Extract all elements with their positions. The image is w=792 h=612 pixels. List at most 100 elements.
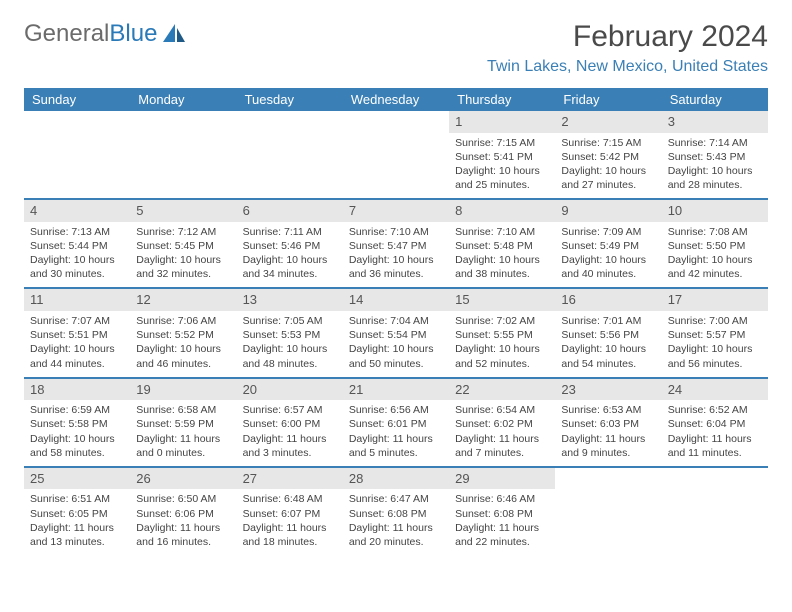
day-body: Sunrise: 7:00 AMSunset: 5:57 PMDaylight:… (662, 311, 768, 377)
day-number: 11 (24, 289, 130, 311)
day-info-line: Sunrise: 7:00 AM (668, 314, 762, 328)
day-number: 3 (662, 111, 768, 133)
day-number: 26 (130, 468, 236, 490)
day-body: Sunrise: 6:57 AMSunset: 6:00 PMDaylight:… (237, 400, 343, 466)
calendar-day-cell: 28Sunrise: 6:47 AMSunset: 6:08 PMDayligh… (343, 467, 449, 555)
day-info-line: Sunrise: 6:58 AM (136, 403, 230, 417)
calendar-day-cell: 12Sunrise: 7:06 AMSunset: 5:52 PMDayligh… (130, 288, 236, 377)
day-body: Sunrise: 6:52 AMSunset: 6:04 PMDaylight:… (662, 400, 768, 466)
day-number: 28 (343, 468, 449, 490)
calendar-day-cell: 23Sunrise: 6:53 AMSunset: 6:03 PMDayligh… (555, 378, 661, 467)
location-label: Twin Lakes, New Mexico, United States (487, 58, 768, 76)
day-info-line: Sunrise: 7:09 AM (561, 225, 655, 239)
day-number: 6 (237, 200, 343, 222)
day-info-line: Sunset: 5:59 PM (136, 417, 230, 431)
day-body: Sunrise: 7:13 AMSunset: 5:44 PMDaylight:… (24, 222, 130, 288)
day-number: 15 (449, 289, 555, 311)
day-number: 12 (130, 289, 236, 311)
day-info-line: Sunset: 5:56 PM (561, 328, 655, 342)
day-info-line: Sunrise: 6:47 AM (349, 492, 443, 506)
day-number: 2 (555, 111, 661, 133)
calendar-day-cell: 17Sunrise: 7:00 AMSunset: 5:57 PMDayligh… (662, 288, 768, 377)
day-info-line: Sunrise: 7:10 AM (455, 225, 549, 239)
calendar-day-cell (24, 111, 130, 199)
day-number: 4 (24, 200, 130, 222)
weekday-header: Monday (130, 88, 236, 111)
day-number (237, 111, 343, 133)
day-number: 16 (555, 289, 661, 311)
calendar-day-cell (662, 467, 768, 555)
calendar-day-cell (343, 111, 449, 199)
calendar-day-cell: 22Sunrise: 6:54 AMSunset: 6:02 PMDayligh… (449, 378, 555, 467)
calendar-day-cell: 11Sunrise: 7:07 AMSunset: 5:51 PMDayligh… (24, 288, 130, 377)
day-body: Sunrise: 6:53 AMSunset: 6:03 PMDaylight:… (555, 400, 661, 466)
day-info-line: Sunset: 6:01 PM (349, 417, 443, 431)
calendar-day-cell: 26Sunrise: 6:50 AMSunset: 6:06 PMDayligh… (130, 467, 236, 555)
day-body: Sunrise: 7:15 AMSunset: 5:41 PMDaylight:… (449, 133, 555, 199)
day-body: Sunrise: 7:08 AMSunset: 5:50 PMDaylight:… (662, 222, 768, 288)
day-body: Sunrise: 6:50 AMSunset: 6:06 PMDaylight:… (130, 489, 236, 555)
day-number: 17 (662, 289, 768, 311)
day-info-line: Sunset: 5:45 PM (136, 239, 230, 253)
day-body: Sunrise: 6:48 AMSunset: 6:07 PMDaylight:… (237, 489, 343, 555)
day-info-line: Daylight: 10 hours and 42 minutes. (668, 253, 762, 281)
day-body: Sunrise: 6:59 AMSunset: 5:58 PMDaylight:… (24, 400, 130, 466)
day-body: Sunrise: 7:06 AMSunset: 5:52 PMDaylight:… (130, 311, 236, 377)
weekday-header: Wednesday (343, 88, 449, 111)
calendar-week-row: 18Sunrise: 6:59 AMSunset: 5:58 PMDayligh… (24, 378, 768, 467)
day-body: Sunrise: 6:51 AMSunset: 6:05 PMDaylight:… (24, 489, 130, 555)
calendar-day-cell: 15Sunrise: 7:02 AMSunset: 5:55 PMDayligh… (449, 288, 555, 377)
calendar-week-row: 11Sunrise: 7:07 AMSunset: 5:51 PMDayligh… (24, 288, 768, 377)
day-body: Sunrise: 6:56 AMSunset: 6:01 PMDaylight:… (343, 400, 449, 466)
day-number (130, 111, 236, 133)
day-info-line: Daylight: 10 hours and 25 minutes. (455, 164, 549, 192)
day-info-line: Sunrise: 6:48 AM (243, 492, 337, 506)
calendar-day-cell (130, 111, 236, 199)
day-number: 5 (130, 200, 236, 222)
day-info-line: Sunrise: 7:04 AM (349, 314, 443, 328)
title-block: February 2024 Twin Lakes, New Mexico, Un… (487, 20, 768, 76)
day-number: 25 (24, 468, 130, 490)
day-info-line: Daylight: 11 hours and 11 minutes. (668, 432, 762, 460)
day-info-line: Sunset: 5:42 PM (561, 150, 655, 164)
day-info-line: Daylight: 10 hours and 36 minutes. (349, 253, 443, 281)
day-info-line: Daylight: 11 hours and 5 minutes. (349, 432, 443, 460)
day-number: 21 (343, 379, 449, 401)
logo-text-blue: Blue (109, 20, 157, 48)
day-body: Sunrise: 6:54 AMSunset: 6:02 PMDaylight:… (449, 400, 555, 466)
day-body: Sunrise: 7:12 AMSunset: 5:45 PMDaylight:… (130, 222, 236, 288)
day-body: Sunrise: 7:01 AMSunset: 5:56 PMDaylight:… (555, 311, 661, 377)
day-info-line: Sunrise: 6:59 AM (30, 403, 124, 417)
day-info-line: Daylight: 10 hours and 44 minutes. (30, 342, 124, 370)
calendar-day-cell: 5Sunrise: 7:12 AMSunset: 5:45 PMDaylight… (130, 199, 236, 288)
day-body: Sunrise: 6:46 AMSunset: 6:08 PMDaylight:… (449, 489, 555, 555)
day-info-line: Daylight: 10 hours and 40 minutes. (561, 253, 655, 281)
day-info-line: Sunset: 5:41 PM (455, 150, 549, 164)
day-body (343, 133, 449, 195)
day-number: 18 (24, 379, 130, 401)
day-info-line: Daylight: 10 hours and 56 minutes. (668, 342, 762, 370)
day-info-line: Sunset: 6:02 PM (455, 417, 549, 431)
day-number: 24 (662, 379, 768, 401)
calendar-day-cell: 2Sunrise: 7:15 AMSunset: 5:42 PMDaylight… (555, 111, 661, 199)
day-info-line: Sunrise: 7:05 AM (243, 314, 337, 328)
day-info-line: Daylight: 10 hours and 34 minutes. (243, 253, 337, 281)
logo-text-gray: General (24, 20, 109, 48)
weekday-header: Tuesday (237, 88, 343, 111)
day-info-line: Sunset: 5:46 PM (243, 239, 337, 253)
day-number: 22 (449, 379, 555, 401)
day-body: Sunrise: 7:05 AMSunset: 5:53 PMDaylight:… (237, 311, 343, 377)
day-info-line: Sunrise: 6:52 AM (668, 403, 762, 417)
day-info-line: Daylight: 10 hours and 46 minutes. (136, 342, 230, 370)
day-info-line: Daylight: 11 hours and 3 minutes. (243, 432, 337, 460)
day-info-line: Sunset: 6:06 PM (136, 507, 230, 521)
day-info-line: Daylight: 10 hours and 50 minutes. (349, 342, 443, 370)
day-body: Sunrise: 6:58 AMSunset: 5:59 PMDaylight:… (130, 400, 236, 466)
day-info-line: Sunset: 5:48 PM (455, 239, 549, 253)
calendar-day-cell: 21Sunrise: 6:56 AMSunset: 6:01 PMDayligh… (343, 378, 449, 467)
calendar-day-cell: 24Sunrise: 6:52 AMSunset: 6:04 PMDayligh… (662, 378, 768, 467)
day-info-line: Daylight: 10 hours and 54 minutes. (561, 342, 655, 370)
calendar-day-cell: 19Sunrise: 6:58 AMSunset: 5:59 PMDayligh… (130, 378, 236, 467)
day-info-line: Daylight: 10 hours and 28 minutes. (668, 164, 762, 192)
calendar-day-cell: 7Sunrise: 7:10 AMSunset: 5:47 PMDaylight… (343, 199, 449, 288)
